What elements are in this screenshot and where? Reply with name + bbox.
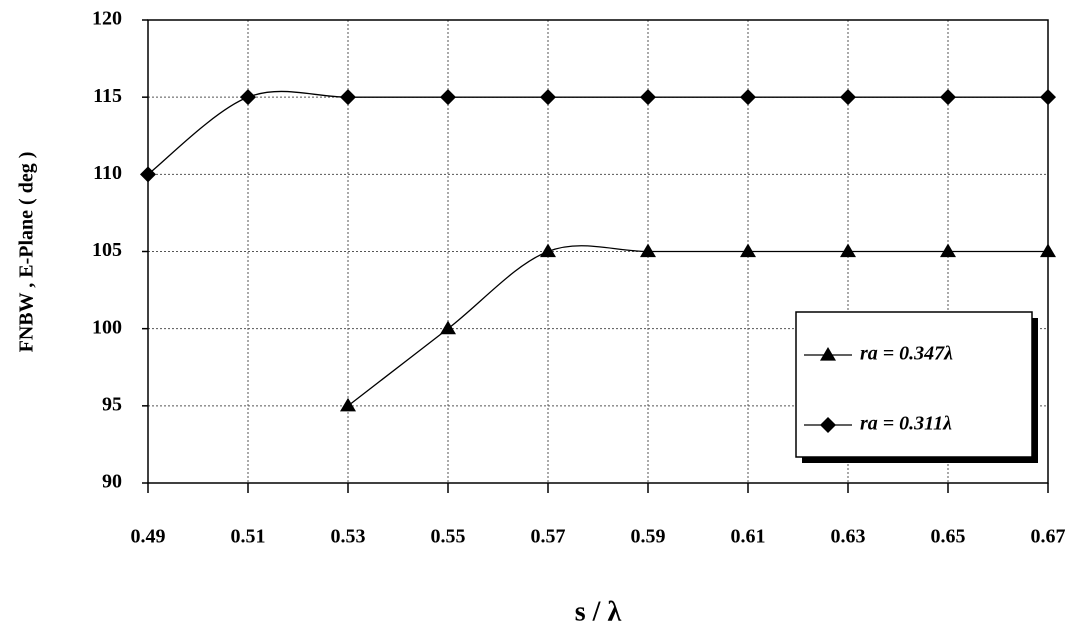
x-tick-label: 0.49 [131, 526, 166, 548]
marker [440, 321, 456, 335]
marker [740, 244, 756, 258]
marker [840, 89, 856, 105]
marker [840, 244, 856, 258]
marker [740, 89, 756, 105]
legend-label: ra = 0.311λ [860, 413, 952, 435]
x-tick-label: 0.63 [831, 526, 866, 548]
y-axis-label: FNBW , E-Plane ( deg ) [16, 152, 38, 353]
legend: ra = 0.347λ ra = 0.311λ [796, 312, 1038, 463]
y-tick-label: 95 [102, 393, 122, 415]
marker [340, 398, 356, 412]
y-tick-label: 110 [93, 162, 122, 184]
marker [440, 89, 456, 105]
marker [1040, 89, 1056, 105]
marker [640, 89, 656, 105]
x-tick-label: 0.59 [631, 526, 666, 548]
marker [940, 244, 956, 258]
x-axis-label: s / λ [575, 596, 622, 627]
x-tick-label: 0.61 [731, 526, 766, 548]
y-tick-label: 115 [93, 85, 122, 107]
y-tick-label: 105 [92, 239, 122, 261]
marker [640, 244, 656, 258]
y-tick-label: 90 [102, 471, 122, 493]
x-tick-label: 0.51 [231, 526, 266, 548]
legend-label: ra = 0.347λ [860, 343, 953, 365]
series-line [148, 91, 1048, 174]
marker [240, 89, 256, 105]
page: {"chart_data": {"type": "line", "x_label… [0, 0, 1073, 636]
x-tick-label: 0.53 [331, 526, 366, 548]
marker [340, 89, 356, 105]
x-tick-label: 0.55 [431, 526, 466, 548]
y-tick-label: 120 [92, 8, 122, 30]
x-tick-label: 0.67 [1031, 526, 1066, 548]
marker [940, 89, 956, 105]
marker [540, 244, 556, 258]
marker [140, 166, 156, 182]
chart: FNBW , E-Plane ( deg ) s / λ 90 95 100 105 1… [0, 0, 1073, 636]
x-tick-label: 0.65 [931, 526, 966, 548]
x-tick-label: 0.57 [531, 526, 566, 548]
marker [540, 89, 556, 105]
marker [1040, 244, 1056, 258]
y-tick-label: 100 [92, 316, 122, 338]
legend-box [796, 312, 1032, 457]
